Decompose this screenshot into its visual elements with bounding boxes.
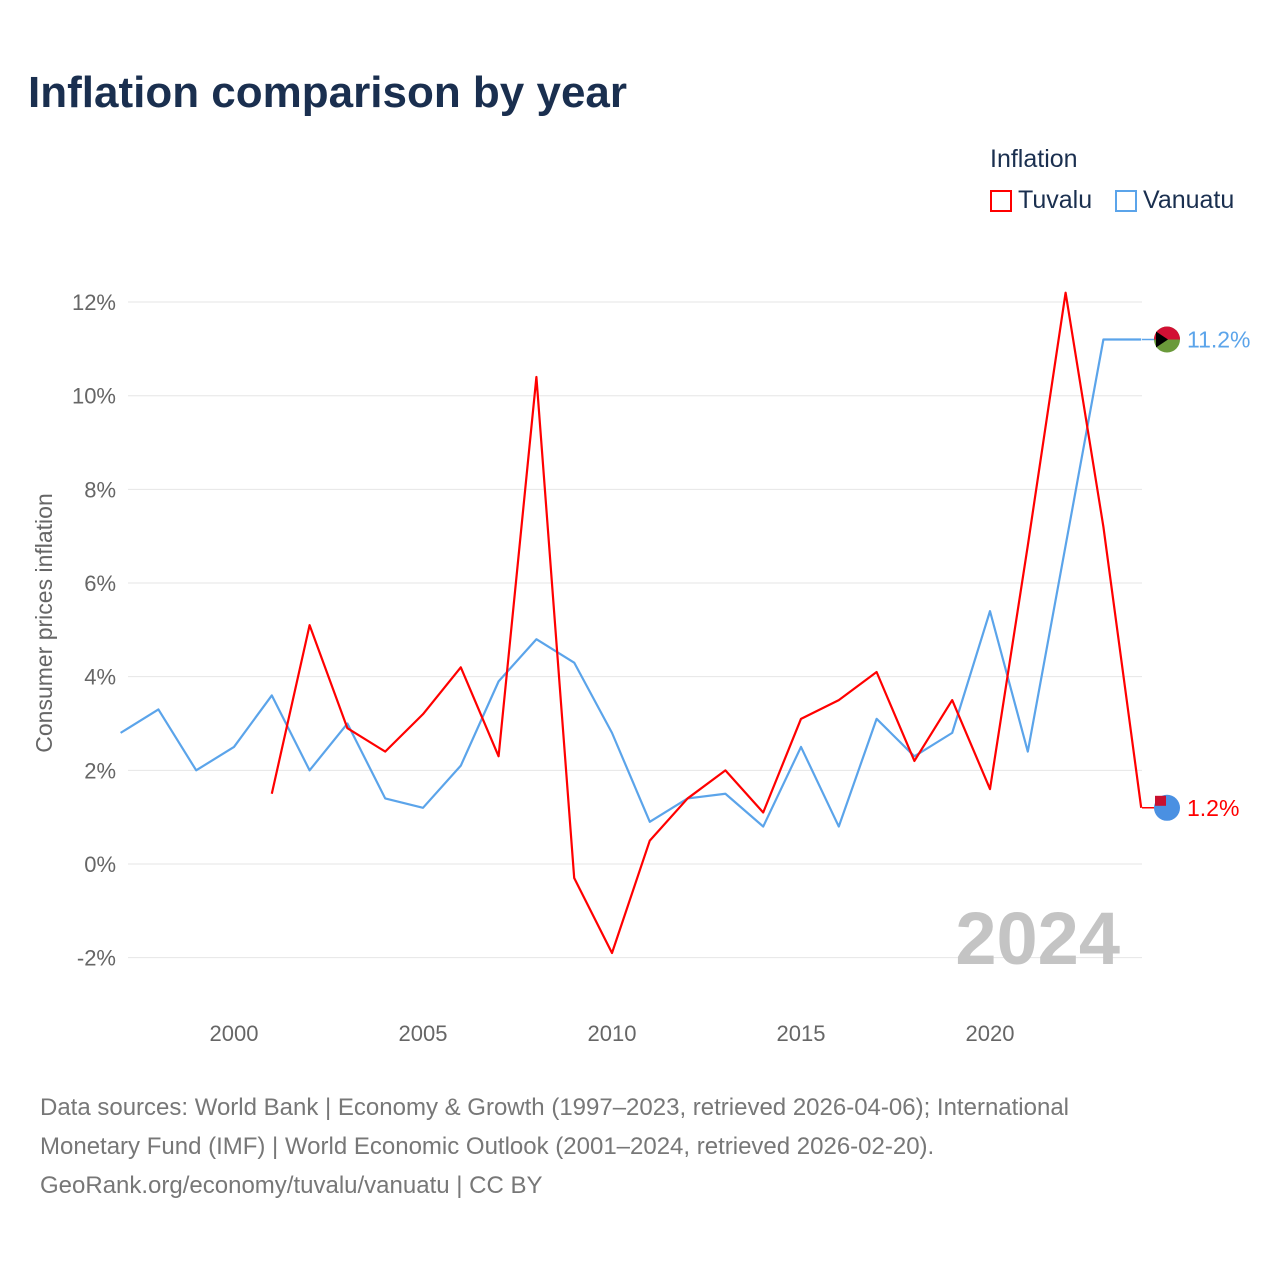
x-tick-label: 2015	[777, 1021, 826, 1046]
series-line-vanuatu	[120, 338, 1142, 828]
x-tick-label: 2000	[210, 1021, 259, 1046]
end-value-label: 11.2%	[1187, 327, 1251, 353]
y-tick-label: 4%	[84, 665, 116, 690]
y-tick-label: -2%	[77, 946, 116, 971]
legend-label-vanuatu: Vanuatu	[1143, 186, 1235, 214]
x-tick-label: 2005	[399, 1021, 448, 1046]
y-tick-label: 8%	[84, 477, 116, 502]
chart-title: Inflation comparison by year	[28, 68, 628, 117]
flag-canton	[1155, 795, 1166, 806]
y-tick-label: 2%	[84, 758, 116, 783]
footer-sources: Data sources: World Bank | Economy & Gro…	[40, 1088, 1240, 1205]
legend-label-tuvalu: Tuvalu	[1018, 186, 1093, 214]
legend-swatch-tuvalu	[990, 189, 1012, 212]
flag-triangle	[1156, 331, 1168, 348]
end-value-label: 1.2%	[1187, 795, 1239, 821]
legend-title: Inflation	[990, 145, 1078, 173]
x-tick-label: 2020	[966, 1021, 1015, 1046]
y-tick-label: 6%	[84, 571, 116, 596]
y-tick-label: 10%	[72, 384, 116, 409]
y-tick-label: 12%	[72, 290, 116, 315]
legend-item-vanuatu[interactable]: Vanuatu	[1115, 186, 1234, 215]
footer-line[interactable]: GeoRank.org/economy/tuvalu/vanuatu | CC …	[40, 1172, 543, 1199]
y-tick-label: 0%	[84, 852, 116, 877]
year-watermark: 2024	[955, 897, 1120, 980]
legend-swatch-vanuatu	[1115, 189, 1137, 212]
footer-line: Data sources: World Bank | Economy & Gro…	[40, 1094, 1070, 1121]
x-tick-label: 2010	[588, 1021, 637, 1046]
y-axis-label: Consumer prices inflation	[31, 493, 57, 753]
legend-item-tuvalu[interactable]: Tuvalu	[990, 186, 1092, 215]
footer-line: Monetary Fund (IMF) | World Economic Out…	[40, 1133, 935, 1160]
series-line-tuvalu	[270, 291, 1143, 955]
